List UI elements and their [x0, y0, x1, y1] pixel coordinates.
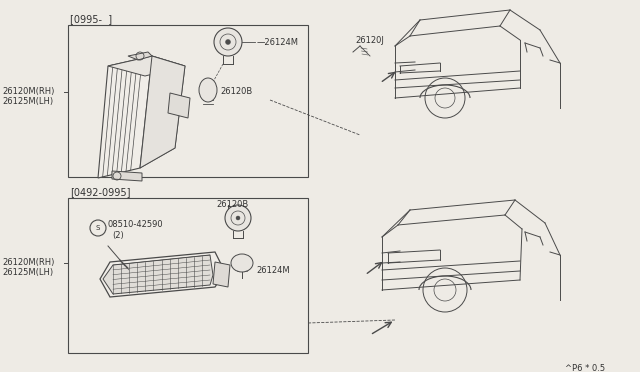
Polygon shape [112, 171, 142, 181]
Text: 26125M(LH): 26125M(LH) [2, 97, 53, 106]
Polygon shape [168, 93, 190, 118]
Polygon shape [108, 56, 185, 76]
Text: [0492-0995]: [0492-0995] [70, 187, 131, 197]
Ellipse shape [199, 78, 217, 102]
Text: 26120B: 26120B [220, 87, 252, 96]
Text: [0995-  ]: [0995- ] [70, 14, 112, 24]
Polygon shape [213, 262, 230, 287]
Polygon shape [140, 56, 185, 168]
Text: 26120M(RH): 26120M(RH) [2, 258, 54, 267]
Polygon shape [128, 52, 152, 60]
Polygon shape [103, 255, 213, 294]
Text: (2): (2) [112, 231, 124, 240]
Polygon shape [98, 56, 152, 178]
Text: 26120J: 26120J [355, 36, 384, 45]
Circle shape [225, 205, 251, 231]
Polygon shape [100, 252, 225, 297]
Polygon shape [140, 56, 185, 168]
Bar [68, 25, 308, 177]
Text: —26124M: —26124M [257, 38, 299, 47]
Circle shape [214, 28, 242, 56]
Text: 26120B: 26120B [216, 200, 248, 209]
Text: ^P6 * 0.5: ^P6 * 0.5 [565, 364, 605, 372]
Text: 08510-42590: 08510-42590 [108, 220, 164, 229]
Ellipse shape [231, 254, 253, 272]
Circle shape [236, 216, 240, 220]
Text: S: S [96, 225, 100, 231]
Text: 26124M: 26124M [256, 266, 290, 275]
Text: 26120M(RH): 26120M(RH) [2, 87, 54, 96]
Text: 26125M(LH): 26125M(LH) [2, 268, 53, 277]
Bar [68, 198, 308, 353]
Circle shape [225, 39, 230, 45]
